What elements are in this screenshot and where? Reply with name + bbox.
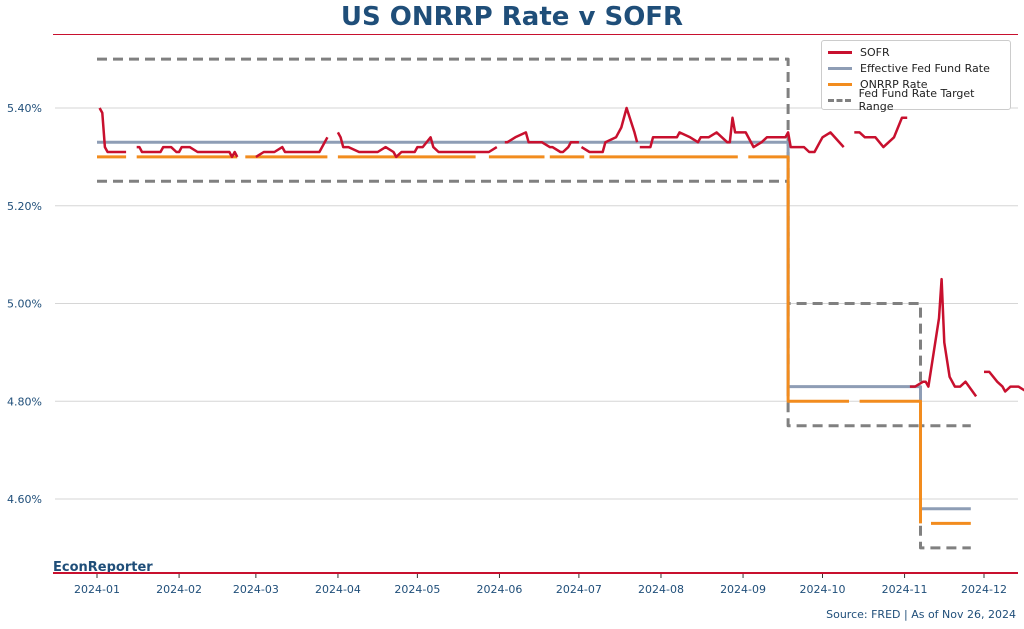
legend-item-target-range: Fed Fund Rate Target Range [828, 87, 1004, 113]
series-sofr-segment-3 [336, 131, 498, 159]
series-onrrp-rate-segment-8 [859, 399, 922, 524]
series-sofr-segment-1 [136, 145, 239, 159]
legend-item-effr: Effective Fed Fund Rate [828, 60, 1004, 76]
x-tick-label-0: 2024-01 [74, 583, 120, 596]
series-sofr-segment-9 [984, 370, 1024, 393]
x-tick-label-8: 2024-09 [720, 583, 766, 596]
source-note: Source: FRED | As of Nov 26, 2024 [826, 608, 1016, 621]
series-sofr-segment-5 [580, 106, 639, 154]
x-tick-label-4: 2024-05 [394, 583, 440, 596]
y-tick-label-3: 5.20% [7, 200, 42, 213]
gridlines [55, 107, 1018, 500]
legend-label-sofr: SOFR [860, 45, 890, 59]
legend-label-onrrp: ONRRP Rate [860, 77, 928, 91]
series-sofr-segment-7 [854, 116, 908, 149]
legend-swatch-onrrp [828, 82, 852, 86]
chart-title: US ONRRP Rate v SOFR [340, 2, 684, 32]
series-effective-fed-fund-rate-segment-0 [97, 140, 971, 511]
series-sofr-segment-6 [639, 116, 845, 154]
y-tick-label-2: 5.00% [7, 298, 42, 311]
brand-label: EconReporter [53, 560, 153, 575]
x-axis-ticks: 2024-01 2024-02 2024-03 2024-04 2024-05 2024-… [74, 574, 1007, 596]
series-lines [97, 57, 1024, 550]
y-axis-ticks: 4.60% 4.80% 5.00% 5.20% 5.40% [7, 102, 42, 506]
legend: SOFR Effective Fed Fund Rate ONRRP Rate … [821, 40, 1011, 113]
title-underline [53, 34, 1018, 35]
legend-item-sofr: SOFR [828, 44, 1004, 60]
series-sofr-segment-0 [98, 107, 127, 154]
series-onrrp-rate-segment-7 [748, 155, 849, 403]
legend-label-effr: Effective Fed Fund Rate [860, 61, 990, 75]
legend-swatch-effr [828, 66, 852, 70]
legend-item-onrrp: ONRRP Rate [828, 76, 1004, 92]
x-tick-label-7: 2024-08 [638, 583, 684, 596]
legend-swatch-sofr [828, 50, 852, 54]
x-tick-label-9: 2024-10 [800, 583, 846, 596]
legend-swatch-target-range [828, 98, 851, 102]
legend-label-target-range: Fed Fund Rate Target Range [858, 87, 975, 113]
x-tick-label-5: 2024-06 [476, 583, 522, 596]
y-tick-label-0: 4.60% [7, 493, 42, 506]
x-tick-label-10: 2024-11 [882, 583, 928, 596]
series-sofr-segment-4 [504, 131, 579, 154]
series-sofr-segment-8 [909, 277, 978, 398]
x-tick-label-1: 2024-02 [156, 583, 202, 596]
y-tick-label-4: 5.40% [7, 102, 42, 115]
series-fed-fund-rate-target-range-segment-1 [97, 179, 971, 550]
series-fed-fund-rate-target-range-segment-0 [97, 57, 971, 428]
series-sofr-segment-2 [255, 136, 329, 158]
y-tick-label-1: 4.80% [7, 395, 42, 408]
x-tick-label-6: 2024-07 [556, 583, 602, 596]
x-tick-label-2: 2024-03 [233, 583, 279, 596]
x-tick-label-3: 2024-04 [315, 583, 361, 596]
x-tick-label-11: 2024-12 [961, 583, 1007, 596]
bottom-rule [53, 572, 1018, 574]
